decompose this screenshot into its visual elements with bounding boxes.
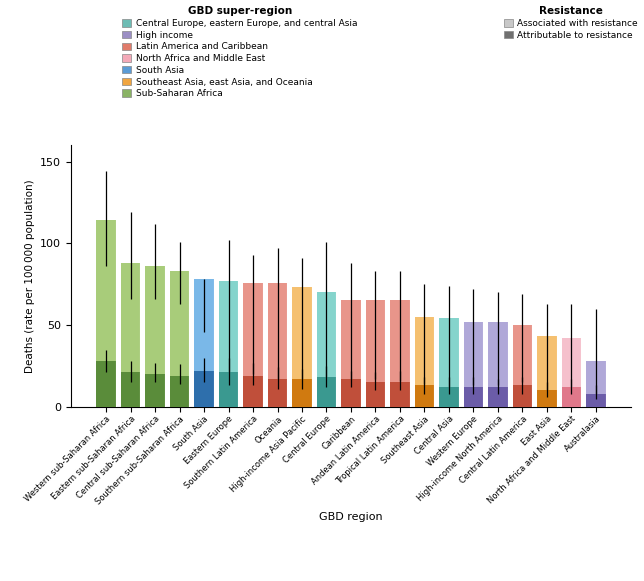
Legend: Associated with resistance, Attributable to resistance: Associated with resistance, Attributable…	[502, 5, 639, 42]
Bar	[121, 372, 140, 407]
Bar	[390, 300, 410, 407]
Bar	[243, 376, 263, 407]
Y-axis label: Deaths (rate per 100 000 population): Deaths (rate per 100 000 population)	[24, 179, 35, 373]
Bar	[146, 266, 165, 407]
Bar	[562, 338, 581, 407]
Bar	[243, 282, 263, 407]
Bar	[268, 379, 287, 407]
Bar	[97, 361, 116, 407]
Bar	[219, 372, 238, 407]
Bar	[366, 300, 385, 407]
Bar	[537, 390, 556, 407]
Bar	[464, 387, 483, 407]
Bar	[146, 374, 165, 407]
Bar	[439, 318, 459, 407]
Bar	[488, 322, 507, 407]
Bar	[317, 292, 336, 407]
Bar	[513, 385, 532, 407]
Bar	[390, 382, 410, 407]
Bar	[268, 282, 287, 407]
Bar	[292, 379, 312, 407]
Bar	[97, 220, 116, 407]
Bar	[366, 382, 385, 407]
Bar	[170, 271, 189, 407]
Bar	[194, 371, 214, 407]
Bar	[513, 325, 532, 407]
Bar	[464, 322, 483, 407]
Bar	[586, 394, 605, 407]
Bar	[121, 263, 140, 407]
Bar	[562, 387, 581, 407]
Bar	[537, 336, 556, 407]
Bar	[317, 377, 336, 407]
Bar	[341, 300, 361, 407]
Bar	[341, 379, 361, 407]
Bar	[170, 376, 189, 407]
Bar	[586, 361, 605, 407]
Bar	[292, 288, 312, 407]
Bar	[488, 387, 507, 407]
Bar	[194, 279, 214, 407]
Bar	[219, 281, 238, 407]
Bar	[439, 387, 459, 407]
Bar	[415, 385, 434, 407]
Bar	[415, 317, 434, 407]
X-axis label: GBD region: GBD region	[319, 512, 383, 522]
